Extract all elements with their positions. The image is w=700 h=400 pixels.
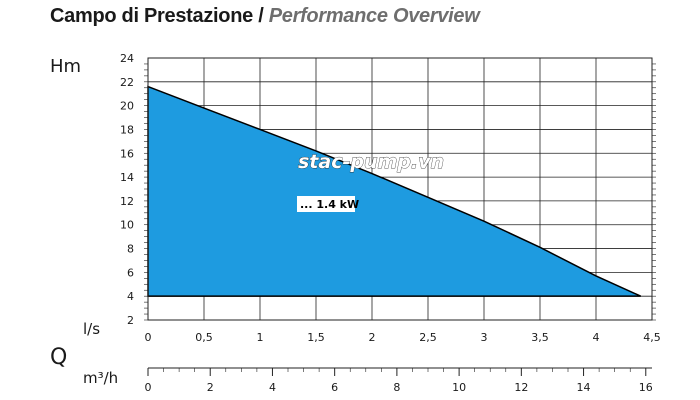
y-tick-label: 2 <box>127 314 134 327</box>
x-tick-label: 1 <box>257 331 264 344</box>
y-tick-label: 16 <box>120 147 134 160</box>
x-tick-label: 2,5 <box>419 331 437 344</box>
plot-frame <box>147 57 653 321</box>
q-symbol: Q <box>50 345 67 370</box>
x-axis-label: l/s <box>83 320 100 338</box>
performance-area <box>147 85 642 297</box>
series-label-box: ... 1.4 kW <box>297 196 359 212</box>
y-tick-label: 14 <box>120 171 134 184</box>
x-tick-label: 4 <box>593 331 600 344</box>
m3h-tick-label: 2 <box>207 381 214 394</box>
y-tick-label: 22 <box>120 76 134 89</box>
watermark-text: stac-pump.vn <box>298 151 444 173</box>
y-tick-label: 24 <box>120 52 134 65</box>
x-tick-label: 3,5 <box>531 331 549 344</box>
y-tick-label: 8 <box>127 243 134 256</box>
y-axis-label: Hm <box>50 56 81 77</box>
x-tick-label: 1,5 <box>307 331 325 344</box>
m3h-tick-label: 14 <box>577 381 591 394</box>
x-tick-label: 0,5 <box>195 331 213 344</box>
title-sub: Performance Overview <box>268 5 480 27</box>
y-tick-label: 10 <box>120 219 134 232</box>
chart-title: Campo di Prestazione / Performance Overv… <box>50 5 480 28</box>
x-tick-label: 3 <box>481 331 488 344</box>
y-tick-label: 4 <box>127 290 134 303</box>
title-main: Campo di Prestazione / <box>50 5 264 27</box>
x-tick-label: 0 <box>145 331 152 344</box>
m3h-tick-label: 6 <box>331 381 338 394</box>
m3h-tick-label: 0 <box>145 381 152 394</box>
m3h-tick-label: 10 <box>452 381 466 394</box>
m3h-axis-label: m³/h <box>83 369 118 387</box>
y-tick-label: 12 <box>120 195 134 208</box>
m3h-tick-label: 4 <box>269 381 276 394</box>
x-tick-labels: 0 0,5 1 1,5 2 2,5 3 3,5 4 4,5 <box>145 331 661 344</box>
series-label: ... 1.4 kW <box>300 198 359 211</box>
m3h-axis: 0 2 4 6 8 10 12 14 16 <box>145 367 653 394</box>
y-tick-label: 20 <box>120 100 134 113</box>
y-tick-label: 6 <box>127 266 134 279</box>
x-tick-label: 2 <box>369 331 376 344</box>
m3h-tick-label: 8 <box>393 381 400 394</box>
m3h-tick-label: 12 <box>514 381 528 394</box>
y-tick-label: 18 <box>120 123 134 136</box>
x-tick-label: 4,5 <box>643 331 661 344</box>
m3h-tick-label: 16 <box>639 381 653 394</box>
